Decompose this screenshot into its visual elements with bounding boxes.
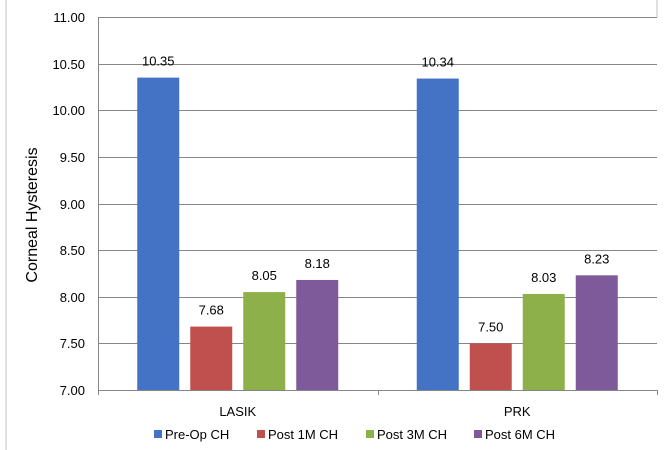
bar-post-3m-ch-prk (522, 293, 565, 390)
y-tick-label: 9.50 (60, 150, 85, 165)
data-label: 7.50 (478, 319, 503, 334)
bar-pre-op-ch-lasik (137, 77, 180, 391)
data-label: 8.03 (531, 270, 556, 285)
legend-swatch (154, 430, 162, 438)
legend-swatch (257, 430, 265, 438)
legend-swatch (474, 430, 482, 438)
y-tick-label: 8.50 (60, 243, 85, 258)
axes: 7.00 7.50 8.00 8.50 9.00 9.50 10.00 10.50 11.00 L… (5, 0, 658, 450)
bars (137, 77, 618, 391)
y-tick-label: 7.00 (60, 383, 85, 398)
data-label: 8.05 (252, 268, 277, 283)
bar-pre-op-ch-prk (416, 78, 459, 391)
y-tick-label: 9.00 (60, 197, 85, 212)
legend-label: Post 6M CH (485, 427, 555, 442)
data-label: 8.23 (584, 251, 609, 266)
y-axis-title: Corneal Hysteresis (24, 147, 41, 282)
y-tick-label: 8.00 (60, 290, 85, 305)
x-category-label: LASIK (219, 404, 256, 419)
legend: Pre-Op CH Post 1M CH Post 3M CH Post 6M CH (154, 427, 555, 442)
data-label: 10.35 (142, 54, 175, 69)
legend-label: Pre-Op CH (165, 427, 229, 442)
bar-post-1m-ch-prk (469, 343, 512, 390)
bar-post-6m-ch-prk (575, 275, 618, 390)
legend-label: Post 3M CH (377, 427, 447, 442)
legend-label: Post 1M CH (268, 427, 338, 442)
bar-post-3m-ch-lasik (243, 292, 286, 390)
data-labels: 10.35 7.68 8.05 8.18 10.34 7.50 8.03 8.23 (142, 54, 609, 335)
data-label: 10.34 (421, 55, 454, 70)
bar-post-1m-ch-lasik (190, 326, 233, 390)
y-tick-label: 10.00 (52, 103, 85, 118)
gridlines (98, 17, 657, 391)
data-label: 7.68 (199, 303, 224, 318)
bar-post-6m-ch-lasik (296, 279, 339, 390)
y-tick-label: 11.00 (53, 10, 85, 25)
data-label: 8.18 (305, 256, 330, 271)
y-tick-label: 7.50 (60, 336, 85, 351)
legend-swatch (366, 430, 374, 438)
x-category-label: PRK (504, 404, 531, 419)
y-tick-label: 10.50 (52, 57, 85, 72)
